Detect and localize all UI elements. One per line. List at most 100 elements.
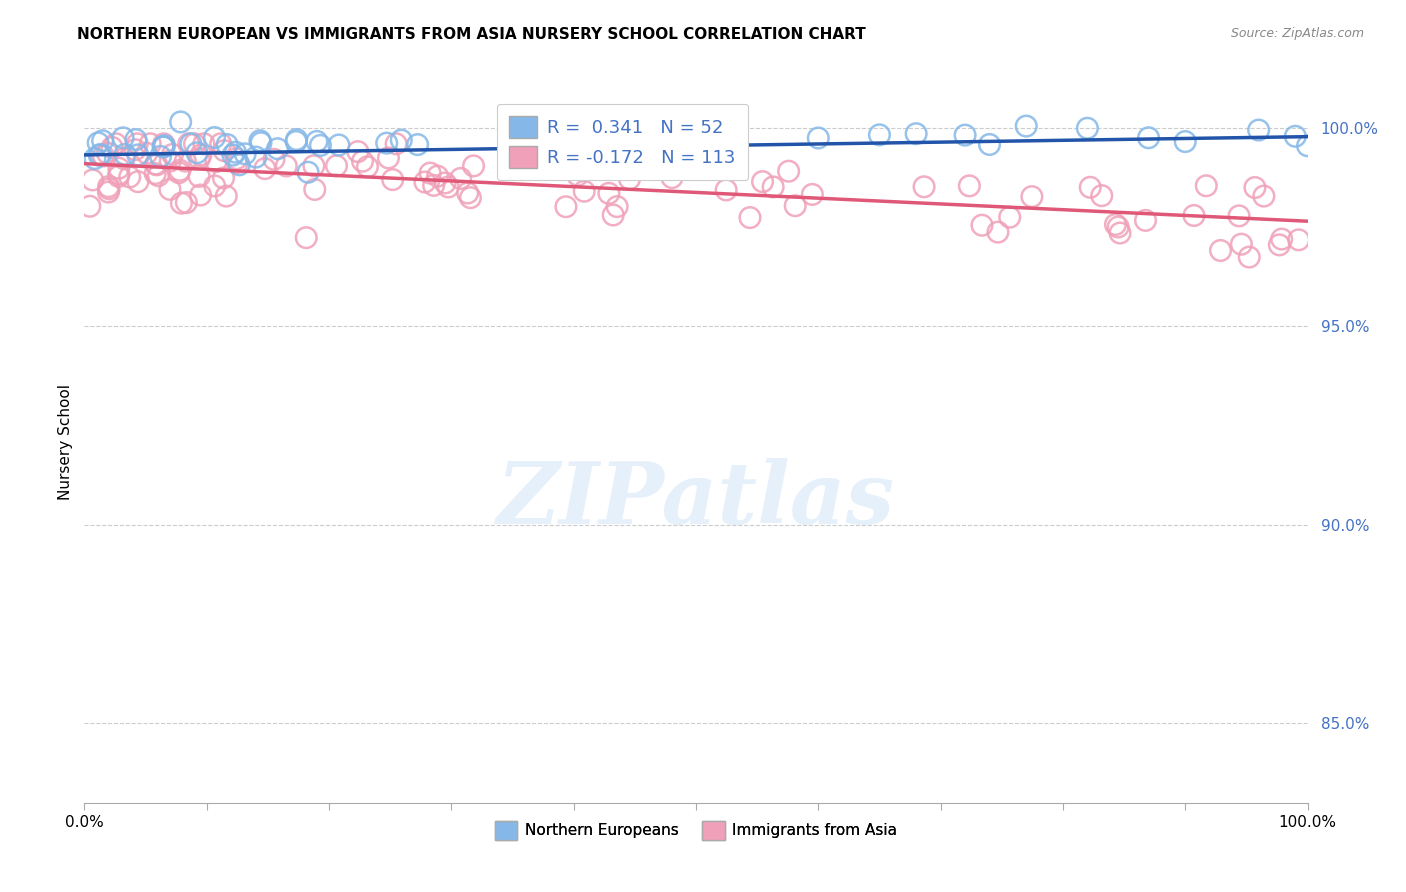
Point [205, 154, 228, 169]
Point [114, 147, 136, 161]
Point [304, 182, 326, 196]
Text: NORTHERN EUROPEAN VS IMMIGRANTS FROM ASIA NURSERY SCHOOL CORRELATION CHART: NORTHERN EUROPEAN VS IMMIGRANTS FROM ASI… [77, 27, 866, 42]
Point [1174, 135, 1197, 149]
Point [1195, 178, 1218, 193]
Point [190, 148, 212, 162]
Point [124, 143, 146, 157]
Point [912, 179, 935, 194]
Point [204, 130, 226, 145]
Point [714, 183, 737, 197]
Point [127, 148, 149, 162]
Point [297, 165, 319, 179]
Point [616, 115, 638, 129]
Point [302, 159, 325, 173]
Point [170, 196, 193, 211]
Point [987, 225, 1010, 239]
Text: ZIPatlas: ZIPatlas [496, 458, 896, 541]
Point [176, 195, 198, 210]
Point [112, 131, 135, 145]
Point [167, 166, 190, 180]
Point [1076, 121, 1098, 136]
Point [139, 136, 162, 151]
Point [437, 180, 460, 194]
Point [193, 136, 215, 151]
Point [145, 158, 167, 172]
Point [89, 148, 111, 162]
Point [522, 145, 544, 159]
Point [347, 145, 370, 159]
Point [93, 149, 115, 163]
Point [1271, 232, 1294, 246]
Point [567, 169, 589, 183]
Point [406, 137, 429, 152]
Point [778, 164, 800, 178]
Point [245, 150, 267, 164]
Point [665, 147, 688, 161]
Point [225, 152, 247, 166]
Point [118, 169, 141, 184]
Point [970, 218, 993, 232]
Point [1209, 244, 1232, 258]
Point [97, 179, 120, 194]
Point [1091, 188, 1114, 202]
Point [807, 131, 830, 145]
Point [204, 178, 226, 193]
Point [89, 147, 111, 161]
Point [209, 136, 232, 151]
Point [226, 155, 249, 169]
Point [108, 161, 131, 176]
Point [263, 153, 285, 167]
Point [148, 169, 170, 183]
Point [104, 136, 127, 151]
Point [413, 175, 436, 189]
Point [434, 176, 457, 190]
Point [91, 134, 114, 148]
Point [174, 154, 197, 169]
Point [285, 132, 308, 146]
Point [785, 199, 807, 213]
Point [457, 186, 479, 200]
Point [562, 132, 585, 146]
Point [1227, 209, 1250, 223]
Point [510, 144, 533, 158]
Point [295, 230, 318, 244]
Point [188, 169, 211, 184]
Point [112, 152, 135, 166]
Point [276, 159, 298, 173]
Point [1137, 130, 1160, 145]
Point [1268, 238, 1291, 252]
Point [751, 175, 773, 189]
Point [250, 136, 273, 150]
Point [574, 184, 596, 198]
Point [1182, 209, 1205, 223]
Point [217, 137, 239, 152]
Point [285, 135, 308, 149]
Point [152, 136, 174, 151]
Point [127, 175, 149, 189]
Point [602, 208, 624, 222]
Point [377, 151, 399, 165]
Point [1015, 119, 1038, 133]
Point [450, 171, 472, 186]
Point [1288, 233, 1310, 247]
Point [762, 180, 785, 194]
Point [215, 189, 238, 203]
Point [169, 115, 191, 129]
Point [1021, 189, 1043, 203]
Point [953, 128, 976, 142]
Point [389, 133, 412, 147]
Point [1107, 219, 1129, 234]
Point [309, 138, 332, 153]
Point [212, 171, 235, 186]
Point [159, 182, 181, 196]
Point [159, 153, 181, 168]
Point [463, 159, 485, 173]
Point [96, 146, 118, 161]
Point [422, 178, 444, 193]
Point [381, 172, 404, 186]
Point [87, 136, 110, 150]
Point [1239, 250, 1261, 264]
Point [1284, 129, 1306, 144]
Point [426, 169, 449, 183]
Point [905, 127, 928, 141]
